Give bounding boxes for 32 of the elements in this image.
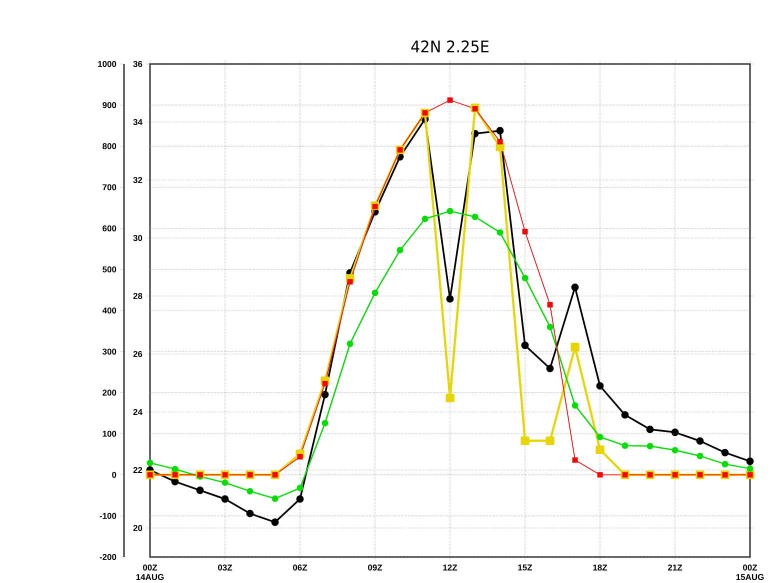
y2-tick-label: 22 [133,467,142,473]
x-tick-label: 18Z [593,564,608,571]
y-tick-label: 1000 [98,60,116,67]
x-tick-label: 00Z 14AUG [136,564,164,580]
y-tick-label: 200 [102,390,116,396]
y-tick-label: 900 [102,102,116,108]
y-tick-label: 100 [102,430,116,437]
y2-tick-label: 26 [133,350,142,357]
y2-tick-label: 20 [133,524,142,532]
y2-tick-label: 30 [133,234,142,242]
x-tick-label: 03Z [218,564,232,571]
y-tick-label: 0 [112,472,116,478]
y-tick-label: 700 [102,184,116,190]
x-tick-label: 00Z 15AUG [736,564,764,580]
y2-tick-label: 32 [133,176,142,184]
y-tick-label: -200 [100,554,116,560]
y-tick-label: 300 [102,348,116,355]
chart-title: 42N 2.25E [411,40,489,53]
x-tick-label: 06Z [293,564,308,571]
y2-tick-label: 36 [133,60,142,68]
y-tick-label: 500 [102,266,116,272]
y-tick-label: 600 [102,225,116,232]
x-tick-label: 21Z [668,564,682,570]
x-tick-label: 15Z [518,564,532,570]
y-tick-label: -100 [100,512,116,519]
x-tick-label: 12Z [443,564,458,570]
y-tick-label: 800 [102,143,116,150]
y2-tick-label: 34 [133,118,142,126]
y2-tick-label: 28 [133,292,142,299]
x-tick-label: 09Z [368,564,382,571]
y2-tick-label: 24 [133,409,142,415]
y-tick-label: 400 [102,307,116,314]
